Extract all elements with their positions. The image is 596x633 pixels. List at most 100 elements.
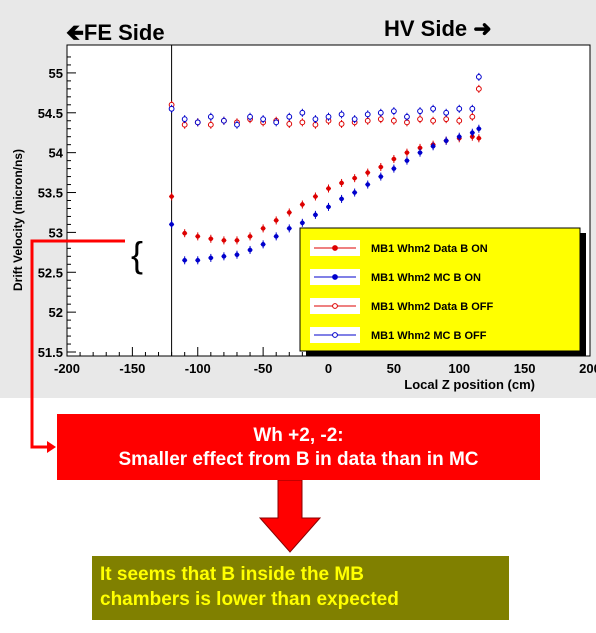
summary-line-2: chambers is lower than expected — [100, 589, 399, 610]
data-point — [194, 119, 201, 126]
connector-arrowhead — [47, 441, 56, 453]
data-point — [456, 117, 463, 124]
data-point — [208, 255, 214, 261]
data-point — [378, 174, 384, 179]
data-point — [338, 111, 345, 118]
data-point — [475, 73, 482, 80]
data-point — [208, 236, 214, 242]
data-point — [325, 113, 332, 120]
data-point — [390, 108, 397, 115]
y-tick-label: 52.5 — [38, 265, 63, 280]
data-point — [443, 116, 450, 123]
data-point — [470, 130, 475, 136]
data-point — [221, 238, 227, 243]
legend-marker — [332, 303, 338, 309]
conclusion-line-1: Wh +2, -2: — [253, 425, 344, 446]
data-point — [390, 117, 397, 124]
data-point — [456, 105, 463, 112]
conclusion-line-2: Smaller effect from B in data than in MC — [118, 449, 479, 470]
legend-marker — [332, 245, 338, 251]
data-point — [313, 212, 318, 218]
data-point — [299, 119, 306, 126]
data-point — [181, 116, 188, 123]
data-point — [273, 119, 280, 126]
data-point — [476, 126, 482, 132]
y-tick-label: 52 — [49, 305, 63, 320]
data-point — [338, 121, 345, 127]
data-point — [404, 113, 410, 120]
data-point — [391, 156, 397, 162]
brace-annotation: { — [131, 234, 143, 275]
data-point — [430, 105, 437, 112]
legend-label: MB1 Whm2 Data B OFF — [371, 301, 494, 313]
data-point — [430, 143, 436, 149]
data-point — [299, 109, 306, 116]
data-point — [475, 85, 482, 92]
data-point — [351, 116, 358, 123]
y-tick-label: 55 — [49, 66, 63, 81]
data-point — [364, 117, 371, 124]
data-point — [326, 204, 331, 210]
data-point — [312, 116, 319, 123]
summary-box: It seems that B inside the MB chambers i… — [92, 556, 509, 620]
data-point — [443, 138, 449, 143]
conclusion-box: Wh +2, -2: Smaller effect from B in data… — [57, 414, 540, 480]
x-tick-label: 150 — [514, 361, 536, 376]
down-arrow-icon — [258, 479, 322, 553]
legend-marker — [332, 332, 338, 338]
data-point — [326, 186, 331, 191]
y-tick-label: 53.5 — [38, 186, 63, 201]
right-arrow-icon: ➜ — [473, 16, 492, 41]
data-point — [247, 247, 253, 253]
data-point — [476, 136, 482, 141]
x-tick-label: 200 — [579, 361, 596, 376]
data-point — [456, 134, 462, 140]
data-point — [377, 109, 384, 116]
y-axis-title: Drift Velocity (micron/ns) — [11, 149, 25, 291]
x-tick-label: -200 — [54, 361, 80, 376]
data-point — [169, 194, 174, 199]
data-point — [364, 111, 371, 118]
data-point — [247, 234, 253, 239]
data-point — [404, 158, 410, 163]
data-point — [234, 121, 240, 128]
data-point — [391, 166, 397, 171]
x-axis-title: Local Z position (cm) — [404, 377, 535, 392]
x-tick-label: -50 — [254, 361, 273, 376]
data-point — [417, 150, 423, 155]
data-point — [286, 226, 292, 231]
data-point — [182, 230, 187, 236]
data-point — [273, 234, 279, 239]
y-tick-label: 54 — [49, 146, 64, 161]
data-point — [260, 226, 266, 231]
x-tick-label: 50 — [387, 361, 401, 376]
x-tick-label: -150 — [119, 361, 145, 376]
y-tick-label: 54.5 — [38, 106, 63, 121]
data-point — [286, 210, 292, 215]
data-point — [469, 105, 476, 112]
data-point — [207, 121, 214, 128]
data-point — [221, 254, 227, 259]
left-arrow-icon: 🡸 — [66, 20, 84, 45]
x-tick-label: -100 — [185, 361, 211, 376]
legend-label: MB1 Whm2 Data B ON — [371, 243, 488, 255]
data-point — [221, 117, 227, 124]
data-point — [352, 190, 357, 195]
data-point — [352, 175, 357, 181]
data-point — [300, 220, 305, 226]
data-point — [417, 116, 423, 123]
x-tick-label: 100 — [448, 361, 470, 376]
data-point — [443, 109, 450, 116]
fe-side-label: 🡸FE Side — [66, 20, 165, 45]
data-point — [195, 234, 201, 239]
data-point — [300, 202, 305, 207]
y-tick-label: 53 — [49, 225, 63, 240]
data-point — [339, 196, 344, 202]
data-point — [365, 170, 371, 175]
data-point — [430, 117, 437, 124]
data-point — [234, 238, 240, 243]
data-point — [168, 105, 175, 112]
legend-label: MB1 Whm2 MC B ON — [371, 272, 481, 284]
data-point — [195, 258, 201, 263]
connector-line — [30, 239, 125, 449]
